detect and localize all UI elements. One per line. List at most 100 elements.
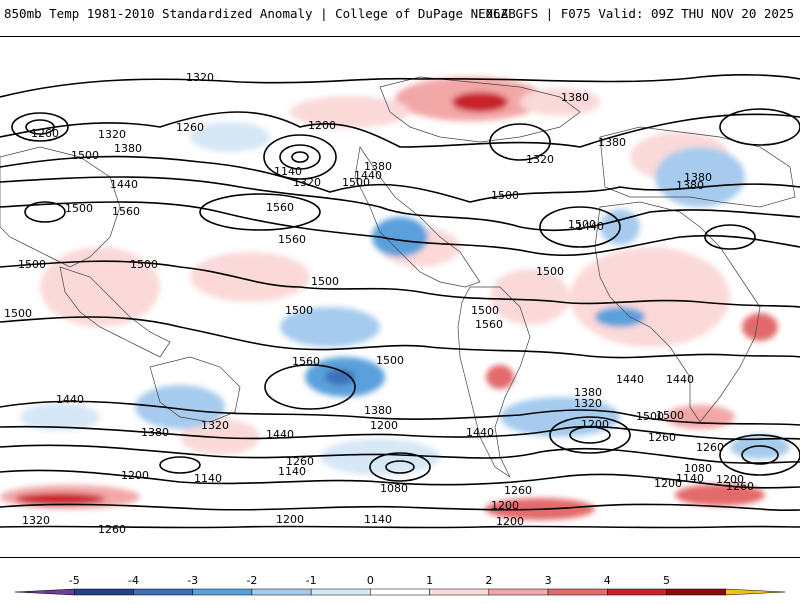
colorbar-tick-label: 0 [367,574,374,587]
contour-line [0,444,800,464]
contour-line [0,425,800,441]
contour-label: 1500 [130,258,158,271]
warm-anomaly-area [742,313,778,341]
contour-line [0,111,800,148]
cool-anomaly-area [280,307,380,347]
colorbar-segment [251,588,312,596]
cool-anomaly-area [730,435,790,459]
contour-low [291,151,309,163]
southeast-asia-outline [59,266,171,358]
model-run-info: 06Z GFS | F075 Valid: 09Z THU NOV 20 202… [485,6,794,21]
cool-anomaly-area [595,307,645,327]
contour-low [489,123,551,161]
contour-line [0,525,800,529]
contour-label: 1440 [666,373,694,386]
contour-label: 1200 [308,119,336,132]
colorbar-segment [488,588,549,596]
contour-label: 1380 [574,386,602,399]
contour-line [0,469,800,489]
colorbar-segment [607,588,667,596]
contour-label: 1320 [201,419,229,432]
anomaly-map: 1320 1260 1320 1380 1260 1200 1380 1380 1320 1500… [0,36,800,558]
contour-label: 1560 [278,233,306,246]
warm-anomaly-area [486,365,514,389]
contour-high [264,364,356,410]
colorbar-segment [666,588,727,596]
contour-label: 1500 [342,176,370,189]
contour-label: 1500 [536,265,564,278]
north-america-outline [354,146,481,288]
cool-anomaly-area [135,385,225,429]
contour-label: 1080 [380,482,408,495]
contour-label: 1440 [110,178,138,191]
contour-label: 1440 [616,373,644,386]
contour-label: 1500 [491,189,519,202]
contour-label: 1500 [636,410,664,423]
contour-high [24,201,66,223]
contour-label: 1260 [286,455,314,468]
contour-low [279,144,321,170]
contour-low [369,452,431,482]
greenland-canada-outline [379,76,581,143]
contour-label: 1560 [475,318,503,331]
colorbar-tick-label: -3 [187,574,198,587]
contour-label: 1560 [292,355,320,368]
cool-anomaly-area [190,122,270,152]
contour-label: 1200 [276,513,304,526]
color-legend: -5 -4 -3 -2 -1 0 1 2 3 4 5 [0,572,800,600]
contour-label: 1320 [293,176,321,189]
warm-anomaly-area [520,88,600,116]
colorbar-tick-label: -5 [69,574,80,587]
contour-label: 1440 [56,393,84,406]
contour-label: 1500 [71,149,99,162]
contour-label: 1500 [656,409,684,422]
contour-label: 1440 [466,426,494,439]
contour-label: 1560 [112,205,140,218]
contour-label: 1320 [98,128,126,141]
contour-label: 1500 [65,202,93,215]
contour-line [0,503,800,512]
contour-label: 1200 [716,473,744,486]
contour-label: 1560 [266,201,294,214]
contour-label: 1500 [18,258,46,271]
contour-label: 1260 [98,523,126,536]
colorbar-tick-label: 4 [604,574,611,587]
colorbar-tick-label: 2 [485,574,492,587]
contour-high [704,224,756,250]
contour-low [719,108,800,146]
contour-label: 1200 [121,469,149,482]
contour-low [741,445,779,465]
colorbar-segment [310,588,371,596]
contour-line [0,400,800,426]
contour-label: 1200 [654,477,682,490]
contour-high [199,193,321,231]
contour-low [11,112,69,142]
cool-anomaly-area [655,147,745,207]
contour-label: 1380 [364,404,392,417]
colorbar-segment [192,588,253,596]
contour-label: 1500 [376,354,404,367]
contour-label: 1320 [22,514,50,527]
colorbar-svg: -5 -4 -3 -2 -1 0 1 2 3 4 5 [14,574,786,596]
contour-low [263,134,337,180]
contour-label: 1260 [696,441,724,454]
contour-label: 1260 [648,431,676,444]
contour-label: 1380 [676,179,704,192]
contour-label: 1140 [278,465,306,478]
colorbar-segment [547,588,608,596]
contour-label: 1260 [726,480,754,493]
contour-label: 1260 [31,127,59,140]
height-contours [0,74,800,529]
map-title: 850mb Temp 1981-2010 Standardized Anomal… [4,6,516,21]
contour-label: 1320 [526,153,554,166]
header: 850mb Temp 1981-2010 Standardized Anomal… [0,0,800,36]
contour-high [539,206,621,248]
contour-label: 1500 [285,304,313,317]
africa-outline [594,201,761,423]
colorbar-tick-label: -4 [128,574,139,587]
contour-label: 1080 [684,462,712,475]
colorbar-tick-label: 3 [545,574,552,587]
contour-label: 1500 [311,275,339,288]
colorbar-segment [725,588,786,596]
colorbar-segment [133,588,193,596]
